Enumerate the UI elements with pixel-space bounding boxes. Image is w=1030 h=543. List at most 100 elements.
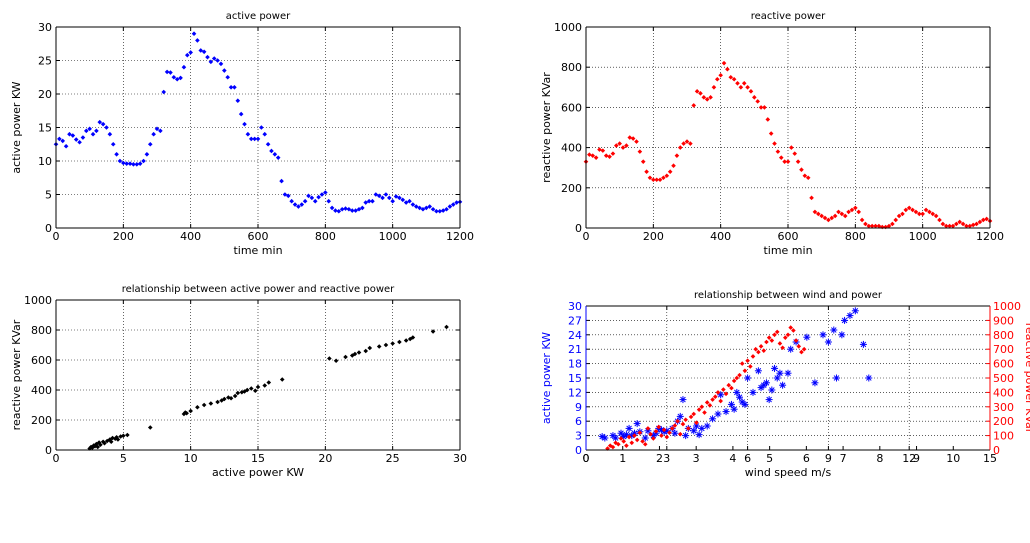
data-point: [265, 141, 271, 147]
data-point: [370, 198, 375, 204]
data-point: [681, 141, 686, 146]
data-point: [289, 198, 294, 204]
data-point: [734, 375, 740, 381]
data-point: [94, 128, 99, 134]
data-point: [677, 431, 683, 437]
data-point: [671, 163, 676, 168]
y-tick-label: 15: [568, 372, 582, 385]
data-point: [910, 207, 915, 213]
data-point: [434, 208, 439, 214]
data-point: [248, 386, 254, 391]
x-tick-label: 12: [902, 452, 916, 465]
data-point: [327, 356, 332, 361]
data-point: [299, 202, 305, 207]
data-point: [799, 167, 804, 173]
data-point: [739, 361, 745, 366]
data-point: [750, 354, 756, 359]
data-point: [859, 217, 865, 223]
data-point: [95, 444, 101, 450]
data-point: [745, 358, 750, 364]
data-point: [215, 399, 220, 405]
data-point: [84, 128, 89, 134]
data-point: [841, 316, 849, 324]
data-point: [282, 192, 288, 197]
data-point: [659, 433, 664, 438]
data-point: [695, 431, 703, 439]
data-point: [696, 407, 702, 412]
data-point: [721, 387, 726, 392]
data-point: [114, 152, 119, 157]
data-point: [185, 52, 190, 58]
data-point: [703, 422, 711, 430]
data-point: [640, 439, 645, 444]
data-point: [191, 31, 197, 36]
data-point: [627, 135, 633, 140]
data-point: [846, 312, 854, 320]
data-point: [108, 439, 114, 445]
x-tick-label: 3: [663, 452, 670, 465]
x-tick-label: 30: [453, 452, 467, 465]
data-point: [333, 208, 338, 213]
data-point: [930, 211, 936, 217]
data-point: [181, 64, 187, 70]
x2-tick-label: 1: [619, 452, 626, 465]
y-tick-label: 25: [38, 55, 52, 68]
data-point: [141, 158, 146, 164]
y-tick-label: 21: [568, 343, 582, 356]
data-point: [597, 147, 602, 152]
data-point: [447, 204, 453, 209]
chart-title: reactive power: [751, 11, 826, 22]
data-point: [644, 169, 649, 175]
data-point: [244, 387, 250, 393]
data-point: [147, 425, 153, 430]
data-point: [600, 148, 606, 153]
data-point: [766, 335, 772, 340]
data-point: [937, 217, 942, 223]
data-point: [178, 75, 183, 81]
data-point: [694, 89, 700, 94]
data-point: [819, 331, 827, 339]
x2-tick-label: 7: [840, 452, 847, 465]
data-point: [629, 440, 635, 446]
data-point: [73, 137, 79, 142]
data-point: [682, 432, 690, 440]
data-point: [853, 205, 858, 211]
x-tick-label: 200: [643, 230, 664, 243]
data-point: [729, 385, 734, 391]
data-point: [832, 213, 838, 219]
data-point: [336, 208, 342, 214]
data-point: [184, 410, 189, 416]
data-point: [642, 441, 648, 447]
data-point: [796, 344, 802, 349]
data-point: [782, 159, 787, 164]
data-point: [205, 54, 210, 60]
data-point: [125, 432, 130, 438]
x-tick-label: 600: [248, 230, 269, 243]
y-tick-label: 600: [561, 101, 582, 114]
data-point: [67, 131, 72, 137]
data-point: [865, 374, 873, 382]
data-point: [110, 141, 116, 147]
data-point: [876, 223, 882, 229]
data-point: [174, 76, 180, 82]
data-point: [762, 105, 767, 110]
data-point: [620, 145, 626, 150]
y-right-tick-label: 200: [993, 415, 1014, 428]
data-point: [803, 333, 811, 341]
data-point: [672, 423, 678, 428]
data-point: [437, 208, 443, 214]
data-point: [367, 345, 373, 351]
data-point: [816, 211, 821, 217]
data-point: [809, 195, 814, 201]
data-point: [410, 335, 416, 340]
y-tick-label: 0: [45, 222, 52, 235]
data-point: [610, 444, 616, 450]
x-tick-label: 0: [53, 452, 60, 465]
data-point: [698, 91, 703, 96]
data-point: [279, 178, 284, 184]
data-point: [181, 411, 187, 417]
data-point: [694, 420, 699, 425]
data-point: [779, 381, 787, 389]
y-tick-label: 10: [38, 155, 52, 168]
data-point: [776, 369, 784, 377]
